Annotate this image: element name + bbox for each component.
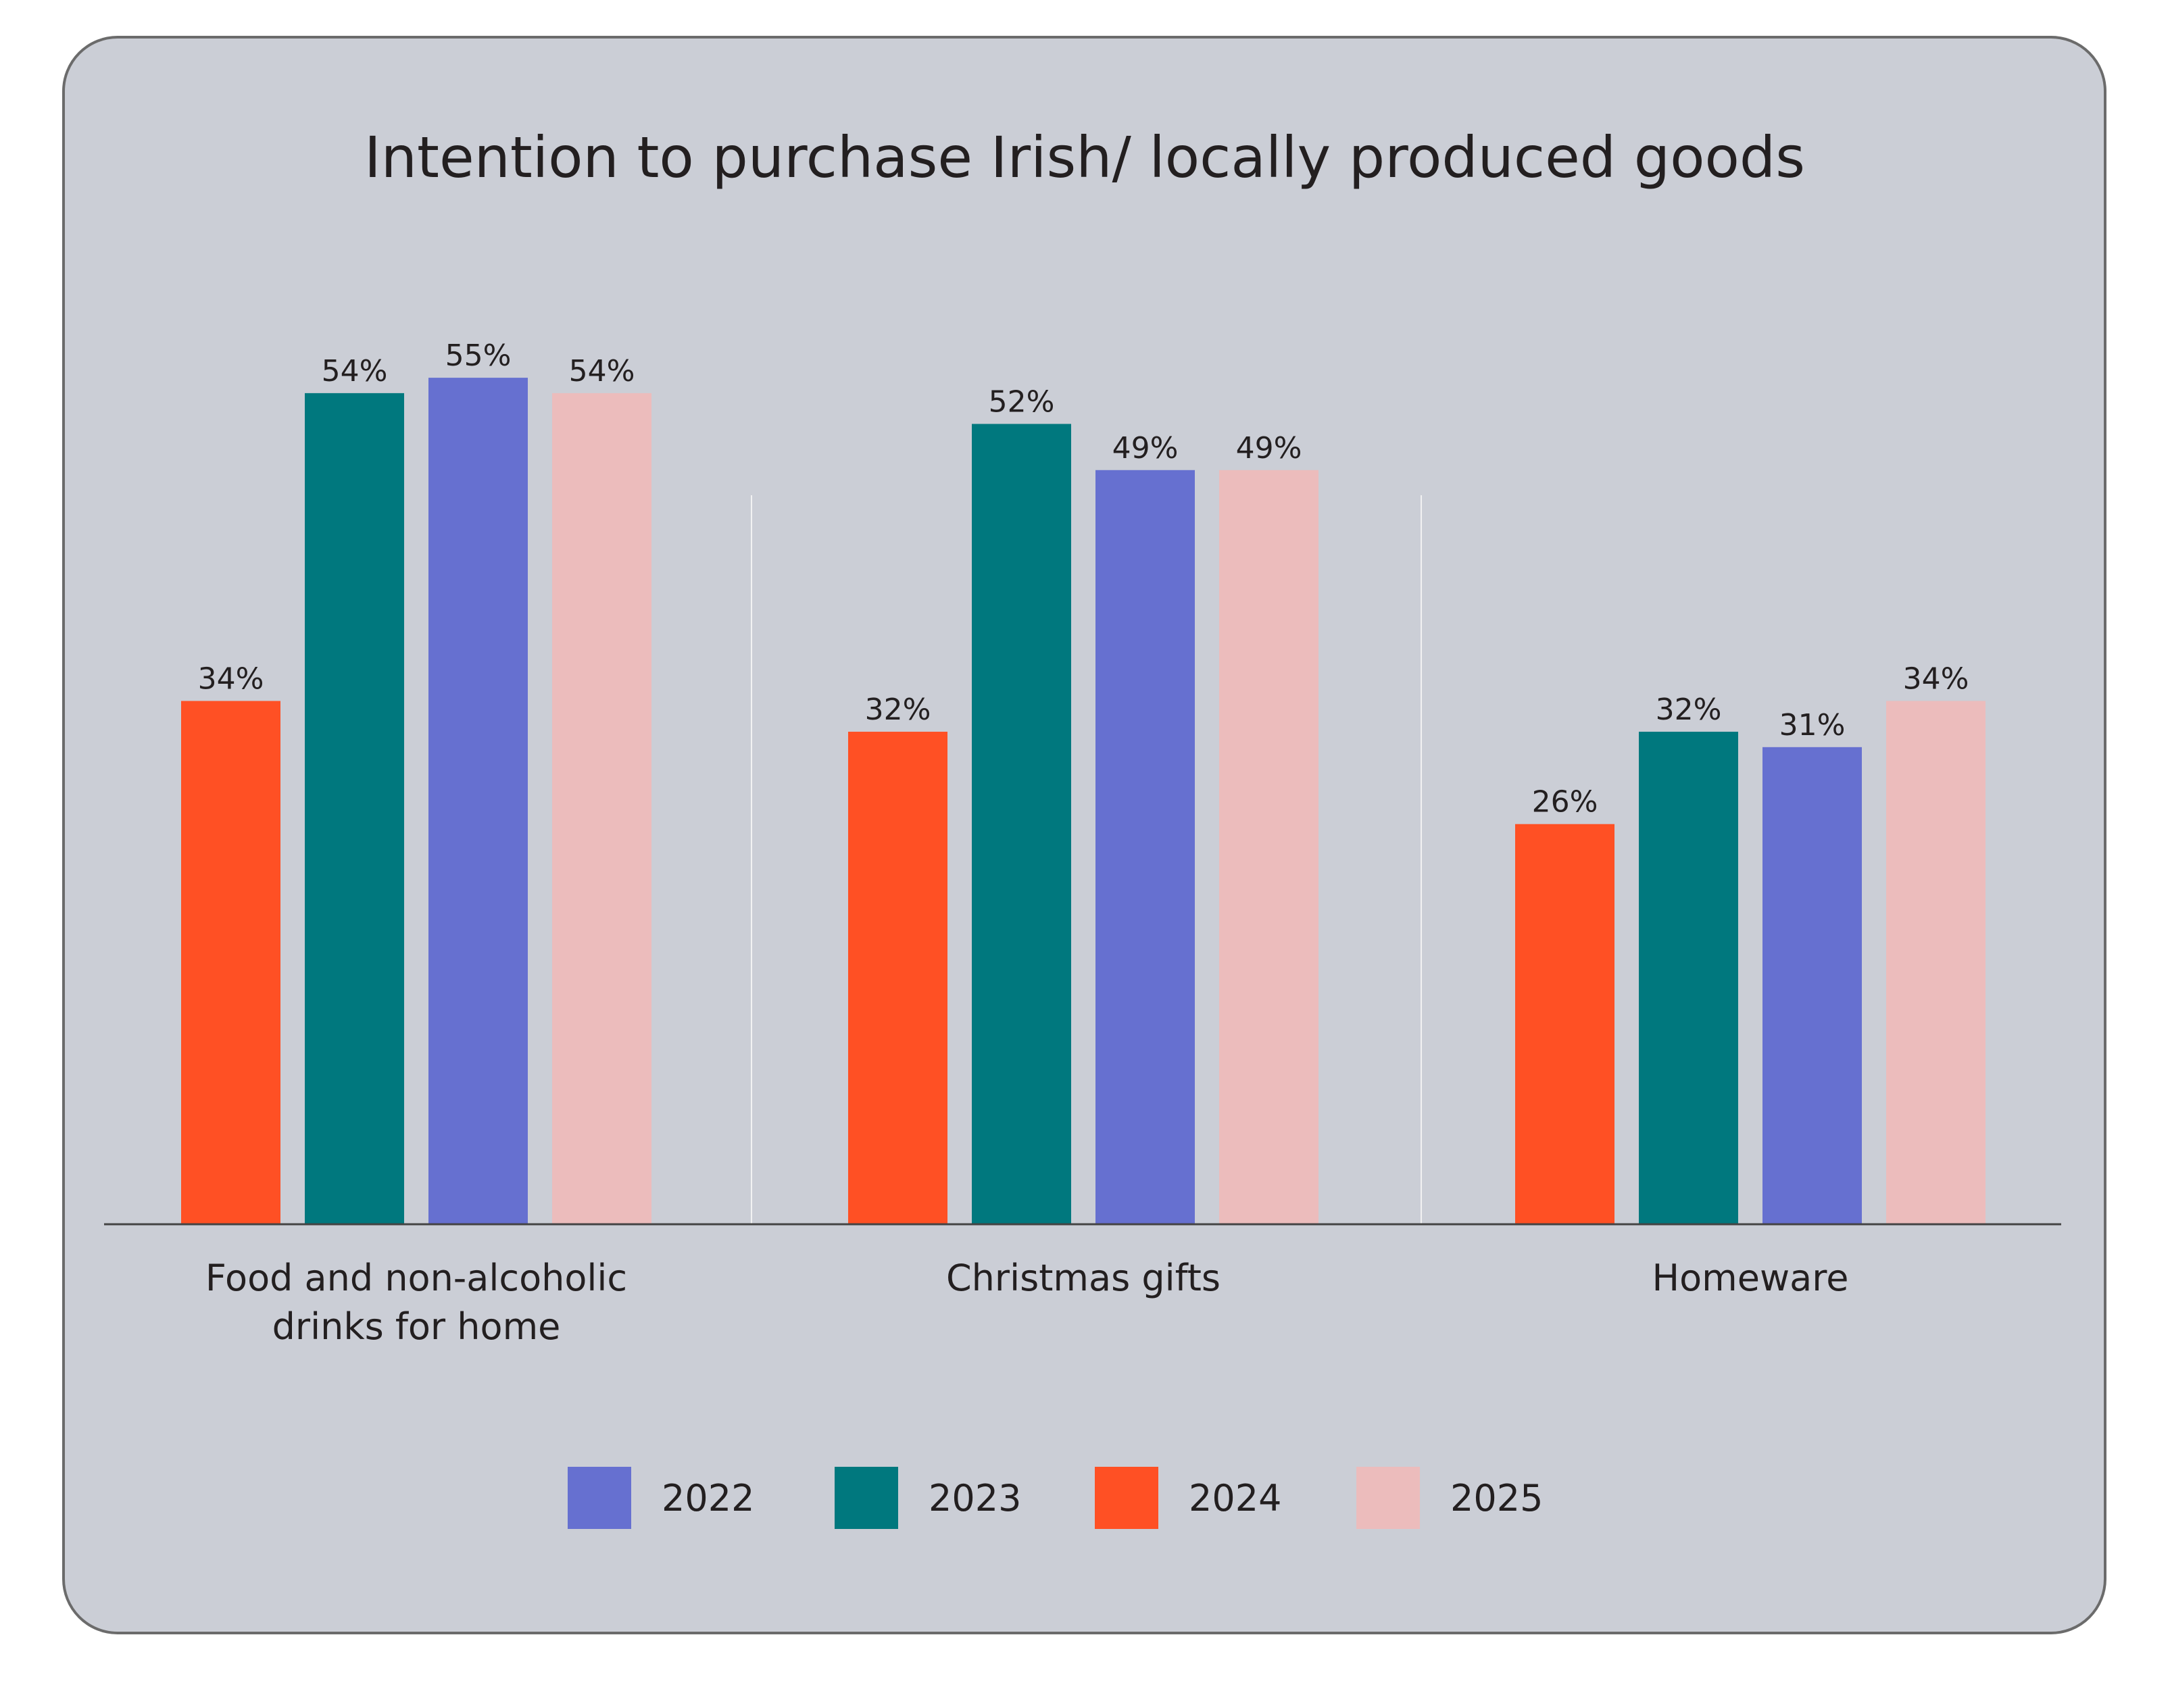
legend-swatch-2023 (835, 1467, 898, 1529)
data-label: 52% (989, 384, 1055, 419)
data-label: 34% (198, 661, 264, 696)
bar-2024 (848, 732, 947, 1224)
data-label: 26% (1532, 785, 1598, 820)
bar-2022 (1095, 470, 1195, 1224)
bar-2022 (1762, 747, 1862, 1224)
data-label: 32% (865, 693, 931, 727)
data-label: 54% (322, 354, 388, 388)
legend-label: 2023 (929, 1477, 1021, 1519)
legend-swatch-2022 (568, 1467, 631, 1529)
bar-2024 (181, 701, 280, 1224)
bar-2025 (1219, 470, 1318, 1224)
bar-2023 (305, 393, 404, 1224)
data-label: 31% (1779, 708, 1846, 743)
bar-2022 (428, 378, 528, 1224)
bar-2023 (972, 424, 1071, 1225)
bar-2024 (1515, 824, 1614, 1224)
category-label: Homeware (1652, 1257, 1849, 1299)
chart-title: Intention to purchase Irish/ locally pro… (364, 124, 1805, 191)
category-label: Christmas gifts (946, 1257, 1220, 1299)
data-label: 55% (445, 338, 512, 373)
bar-2025 (1886, 701, 1986, 1224)
data-label: 49% (1236, 431, 1302, 466)
legend-label: 2022 (662, 1477, 754, 1519)
data-label: 34% (1903, 661, 1969, 696)
data-label: 32% (1656, 693, 1722, 727)
legend-label: 2024 (1189, 1477, 1281, 1519)
legend-label: 2025 (1450, 1477, 1543, 1519)
category-label: Food and non-alcoholic drinks for home (205, 1257, 627, 1348)
data-label: 54% (569, 354, 635, 388)
legend-swatch-2024 (1095, 1467, 1158, 1529)
legend-swatch-2025 (1356, 1467, 1420, 1529)
bar-2025 (552, 393, 651, 1224)
data-label: 49% (1112, 431, 1179, 466)
bar-2023 (1639, 732, 1738, 1224)
